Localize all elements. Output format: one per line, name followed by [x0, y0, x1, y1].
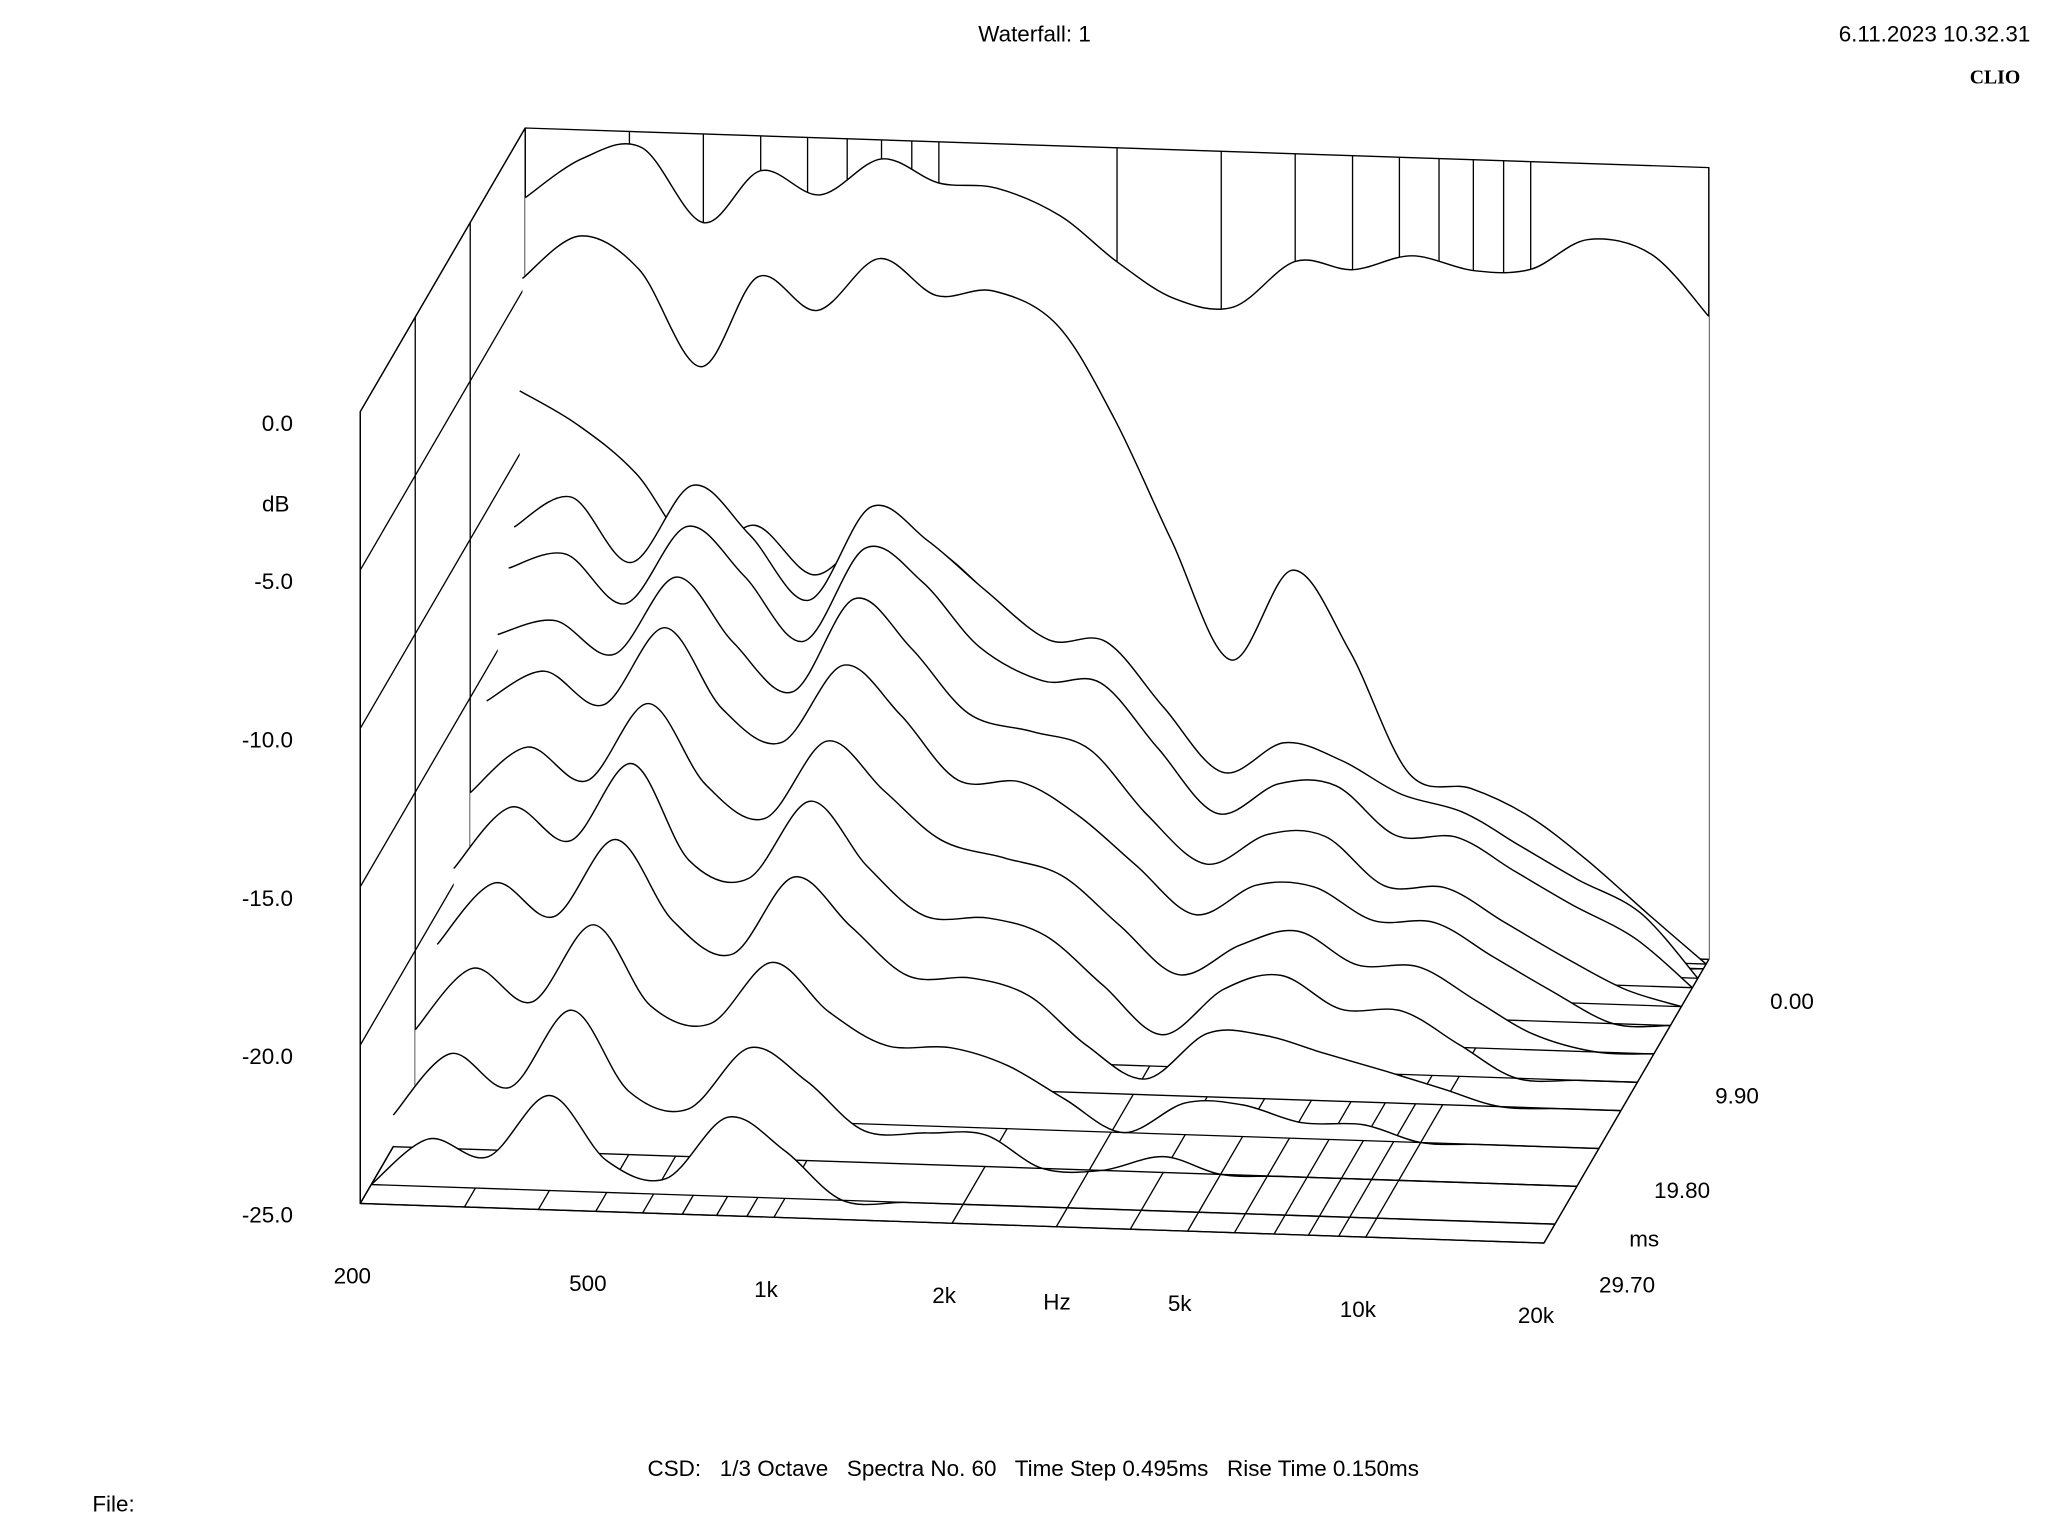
- x-tick-label: 500: [569, 1271, 606, 1296]
- y-tick-label: -25.0: [242, 1203, 293, 1228]
- y-axis-label: dB: [262, 491, 289, 516]
- x-axis-label: Hz: [1043, 1290, 1070, 1315]
- spectrum-line: [453, 762, 1638, 1084]
- chart-title: Waterfall: 1: [978, 22, 1091, 47]
- file-label: File:: [92, 1492, 134, 1517]
- z-tick-label: 29.70: [1599, 1273, 1655, 1298]
- spectrum-line: [486, 626, 1671, 1028]
- slice-mask: [371, 1095, 1555, 1225]
- x-tick-label: 2k: [932, 1283, 956, 1308]
- y-tick-label: 0.0: [262, 411, 293, 436]
- spectrum-line: [522, 235, 1707, 965]
- front-axis: [360, 1202, 1544, 1244]
- x-tick-label: 10k: [1340, 1297, 1377, 1322]
- spectrum-line: [469, 702, 1654, 1055]
- spectrum-line: [508, 525, 1693, 989]
- spectrum-line: [524, 143, 1710, 317]
- spectrum-line: [513, 484, 1699, 979]
- y-tick-label: -10.0: [242, 728, 293, 753]
- z-tick-label: 0.00: [1770, 989, 1814, 1014]
- x-tick-label: 20k: [1518, 1303, 1555, 1328]
- z-tick-label: 19.80: [1654, 1178, 1710, 1203]
- brand: CLIO: [1970, 67, 2021, 89]
- slice-baseline: [371, 1183, 1555, 1225]
- left-wall-grid-line: [359, 127, 526, 413]
- x-tick-label: 5k: [1168, 1291, 1192, 1316]
- timestamp: 6.11.2023 10.32.31: [1839, 22, 2031, 47]
- left-wall-grid-line: [359, 444, 526, 729]
- x-tick-label: 1k: [754, 1277, 778, 1302]
- spectrum-line: [497, 576, 1682, 1008]
- slice-mask: [393, 1010, 1577, 1187]
- y-tick-label: -20.0: [242, 1044, 293, 1069]
- settings-line: CSD: 1/3 Octave Spectra No. 60 Time Step…: [648, 1456, 1419, 1481]
- z-tick-label: 9.90: [1715, 1083, 1759, 1108]
- spectrum-line: [414, 924, 1599, 1150]
- plot-area: 0.0 -5.0 -10.0 -15.0 -20.0 -25.0 0.00 9.90 19.80…: [242, 127, 1814, 1328]
- y-tick-label: -15.0: [242, 886, 293, 911]
- z-axis-label: ms: [1629, 1226, 1659, 1251]
- left-wall-grid-line: [359, 286, 526, 571]
- spectrum-line: [436, 838, 1621, 1112]
- x-tick-label: 200: [334, 1263, 371, 1288]
- y-tick-label: -5.0: [254, 569, 293, 594]
